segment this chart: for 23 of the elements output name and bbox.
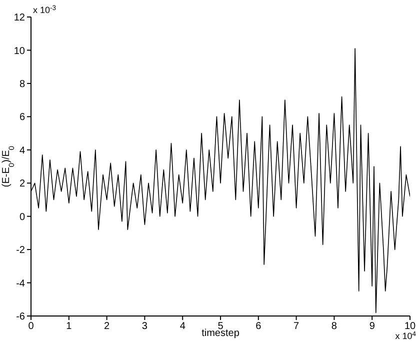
x-tick-label: 7 [294, 321, 300, 332]
y-tick-label: 8 [19, 78, 26, 90]
text: x 10$^{4}$ [395, 330, 416, 341]
y-tick-label: 4 [19, 145, 26, 156]
x-tick-label: 8 [331, 321, 338, 332]
y-tick-label: -2 [16, 245, 26, 256]
x-tick-label: 3 [142, 321, 148, 332]
y-tick-label: -6 [16, 312, 26, 323]
y-tick-label: -4 [16, 278, 26, 290]
x-tick-label: 2 [104, 321, 110, 332]
y-tick-label: 2 [19, 178, 26, 190]
text: x 10$^{-3}$ [33, 4, 56, 15]
x-tick-label: 0 [28, 321, 34, 332]
y-tick-label: 6 [19, 112, 26, 124]
x-tick-label: 9 [369, 321, 376, 332]
x-tick-label: 6 [256, 321, 262, 332]
y-tick-label: 12 [14, 12, 26, 24]
y-tick-label: 0 [19, 212, 26, 223]
x-axis-title: timestep [202, 328, 240, 339]
x-tick-label: 1 [66, 321, 72, 332]
x-tick-label: 10 [404, 321, 416, 332]
x-tick-label: 4 [180, 321, 186, 332]
y-tick-label: 10 [14, 46, 26, 57]
